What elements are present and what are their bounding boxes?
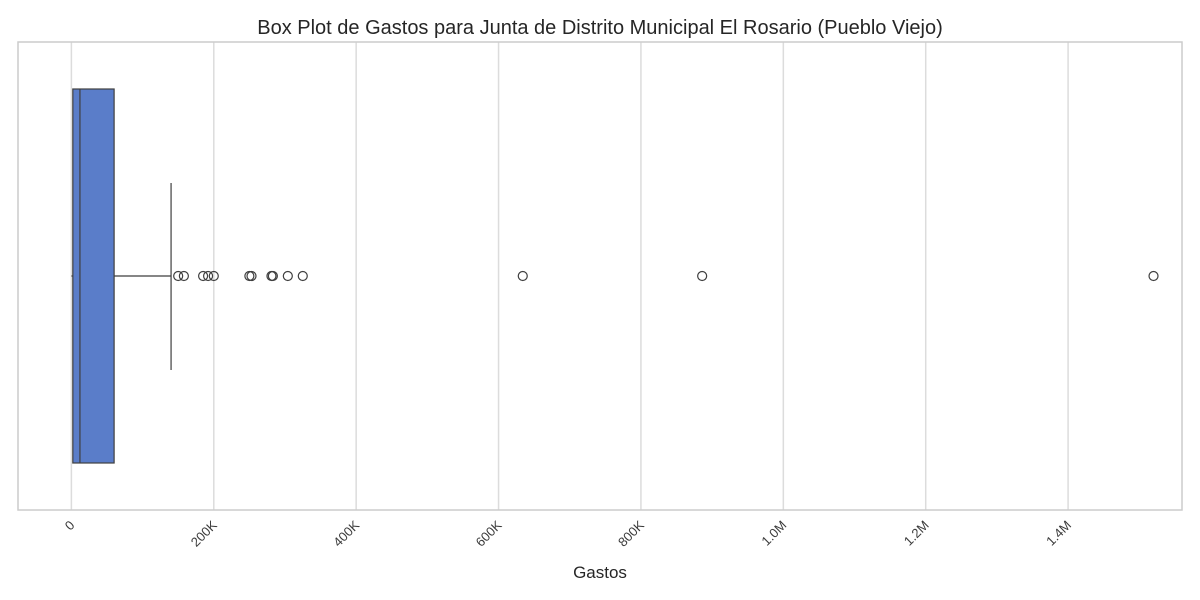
outlier-point [697, 270, 708, 282]
outlier-point [173, 270, 184, 282]
outlier-point [208, 270, 219, 282]
outlier-point [178, 270, 189, 282]
x-tick-label: 1.4M [1043, 518, 1074, 549]
box-iqr [72, 88, 115, 464]
outlier-point [202, 270, 214, 282]
x-tick-label: 600K [473, 517, 505, 549]
x-tick-label: 200K [188, 517, 220, 549]
box-plot [71, 88, 1159, 464]
x-tick-label: 800K [615, 517, 647, 549]
outlier-point [517, 270, 528, 282]
x-tick-label: 1.2M [901, 518, 932, 549]
outlier-point [282, 270, 293, 282]
outlier-point [246, 270, 257, 282]
x-tick-label: 400K [330, 517, 362, 549]
outlier-point [1148, 270, 1159, 282]
chart-title: Box Plot de Gastos para Junta de Distrit… [257, 17, 943, 39]
grid-lines [70, 42, 1069, 510]
outlier-point [267, 270, 278, 282]
x-tick-label: 0 [62, 518, 78, 534]
outlier-point [244, 270, 255, 282]
x-axis-ticks: 0 200K 400K 600K 800K 1.0M 1.2M 1.4M [62, 517, 1074, 549]
outlier-point [297, 270, 308, 282]
x-axis-label: Gastos [573, 563, 627, 582]
plot-area [17, 41, 1183, 511]
outlier-point [198, 270, 209, 282]
x-tick-label: 1.0M [758, 518, 789, 549]
